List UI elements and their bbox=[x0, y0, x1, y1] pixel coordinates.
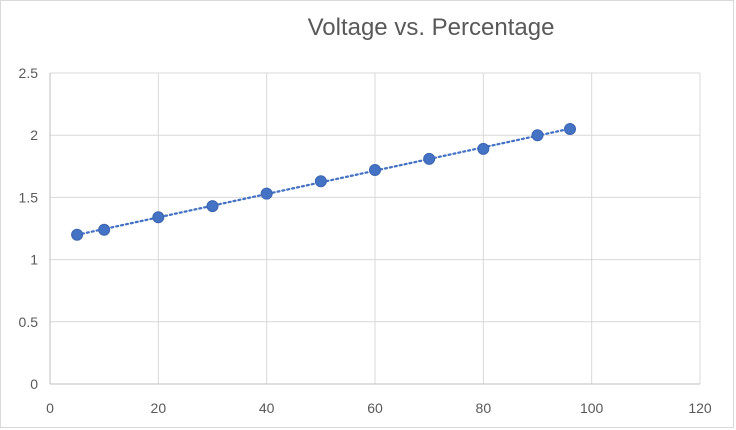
chart-title: Voltage vs. Percentage bbox=[307, 14, 555, 41]
data-point bbox=[477, 142, 490, 155]
data-point bbox=[206, 200, 219, 213]
x-tick-label: 80 bbox=[476, 400, 492, 416]
y-tick-label: 1.5 bbox=[19, 189, 39, 205]
data-point bbox=[98, 223, 111, 236]
data-points bbox=[71, 122, 576, 241]
y-tick-label: 2.5 bbox=[19, 65, 39, 81]
data-point bbox=[152, 211, 165, 224]
x-tick-label: 40 bbox=[259, 400, 275, 416]
data-point bbox=[423, 152, 436, 165]
data-point bbox=[369, 164, 381, 177]
grid-lines bbox=[50, 72, 701, 384]
y-tick-label: 2 bbox=[30, 127, 38, 143]
data-point bbox=[531, 129, 544, 142]
data-point bbox=[314, 175, 327, 188]
data-point bbox=[260, 187, 273, 200]
x-tick-label: 100 bbox=[580, 400, 604, 416]
axes bbox=[49, 73, 700, 385]
x-tick-label: 20 bbox=[151, 400, 167, 416]
y-tick-labels: 0 0.5 1 1.5 2 2.5 bbox=[19, 65, 39, 392]
x-tick-label: 0 bbox=[46, 400, 54, 416]
y-tick-label: 0.5 bbox=[19, 314, 39, 330]
data-point bbox=[564, 122, 576, 135]
y-tick-label: 0 bbox=[30, 376, 38, 392]
y-tick-label: 1 bbox=[30, 252, 38, 268]
x-tick-label: 60 bbox=[367, 400, 383, 416]
x-tick-labels: 0 20 40 60 80 100 120 bbox=[46, 400, 712, 416]
data-point bbox=[71, 228, 84, 241]
x-tick-label: 120 bbox=[688, 400, 712, 416]
